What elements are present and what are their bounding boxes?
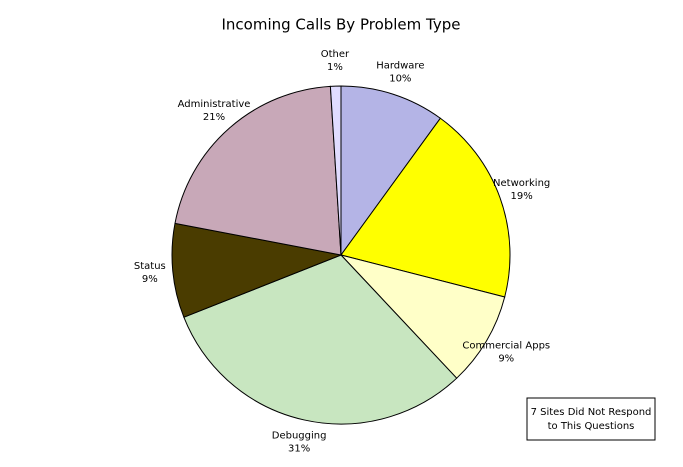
note-box xyxy=(526,397,656,441)
slice-value-label: 21% xyxy=(203,112,225,123)
pie-slice xyxy=(171,222,343,318)
slice-value-label: 10% xyxy=(389,73,411,84)
chart-title: Incoming Calls By Problem Type xyxy=(222,16,461,34)
slice-label: Status xyxy=(134,261,166,272)
pie-slice xyxy=(340,85,442,257)
slice-value-label: 31% xyxy=(288,443,310,454)
note-text: to This Questions xyxy=(548,421,635,432)
pie-slice xyxy=(339,254,506,379)
pie-slice xyxy=(329,85,342,256)
pie-slice xyxy=(183,254,458,425)
slice-label: Hardware xyxy=(376,60,424,71)
slice-label: Administrative xyxy=(178,99,251,110)
slice-label: Debugging xyxy=(272,430,327,441)
slice-label: Networking xyxy=(493,178,550,189)
pie-slice xyxy=(174,85,342,256)
slice-value-label: 9% xyxy=(498,354,514,365)
slice-label: Commercial Apps xyxy=(462,341,550,352)
slice-value-label: 1% xyxy=(327,62,343,73)
slice-value-label: 9% xyxy=(142,274,158,285)
slice-label: Other xyxy=(321,49,350,60)
note-text: 7 Sites Did Not Respond xyxy=(531,407,652,418)
slice-value-label: 19% xyxy=(511,191,533,202)
pie-slice xyxy=(340,117,511,298)
